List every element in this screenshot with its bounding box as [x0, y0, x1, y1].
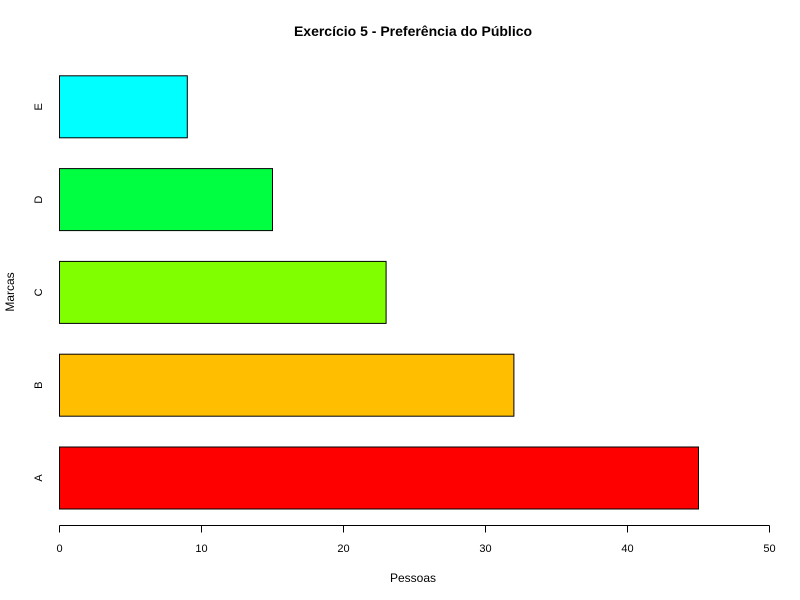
- bar-e: [59, 75, 188, 139]
- y-tick-label-b: B: [33, 382, 45, 389]
- x-tick-label: 0: [56, 543, 62, 555]
- chart-title: Exercício 5 - Preferência do Público: [294, 23, 532, 39]
- y-tick-label-e: E: [33, 103, 45, 110]
- y-tick-label-a: A: [33, 474, 45, 482]
- x-axis: 0 10 20 30 40 50: [56, 525, 776, 555]
- x-tick-label: 20: [337, 543, 349, 555]
- x-tick-label: 10: [195, 543, 207, 555]
- bar-c: [59, 260, 387, 324]
- bars-group: [59, 75, 699, 510]
- y-axis-label: Marcas: [3, 272, 17, 311]
- bar-a: [59, 446, 699, 510]
- y-tick-label-c: C: [33, 288, 45, 296]
- bar-b: [59, 353, 515, 417]
- x-tick-label: 40: [621, 543, 633, 555]
- y-tick-label-d: D: [33, 196, 45, 204]
- bar-d: [59, 168, 273, 232]
- y-axis-tick-labels: A B C D E: [33, 103, 45, 482]
- x-axis-label: Pessoas: [390, 571, 436, 585]
- x-tick-label: 50: [763, 543, 775, 555]
- x-tick-label: 30: [479, 543, 491, 555]
